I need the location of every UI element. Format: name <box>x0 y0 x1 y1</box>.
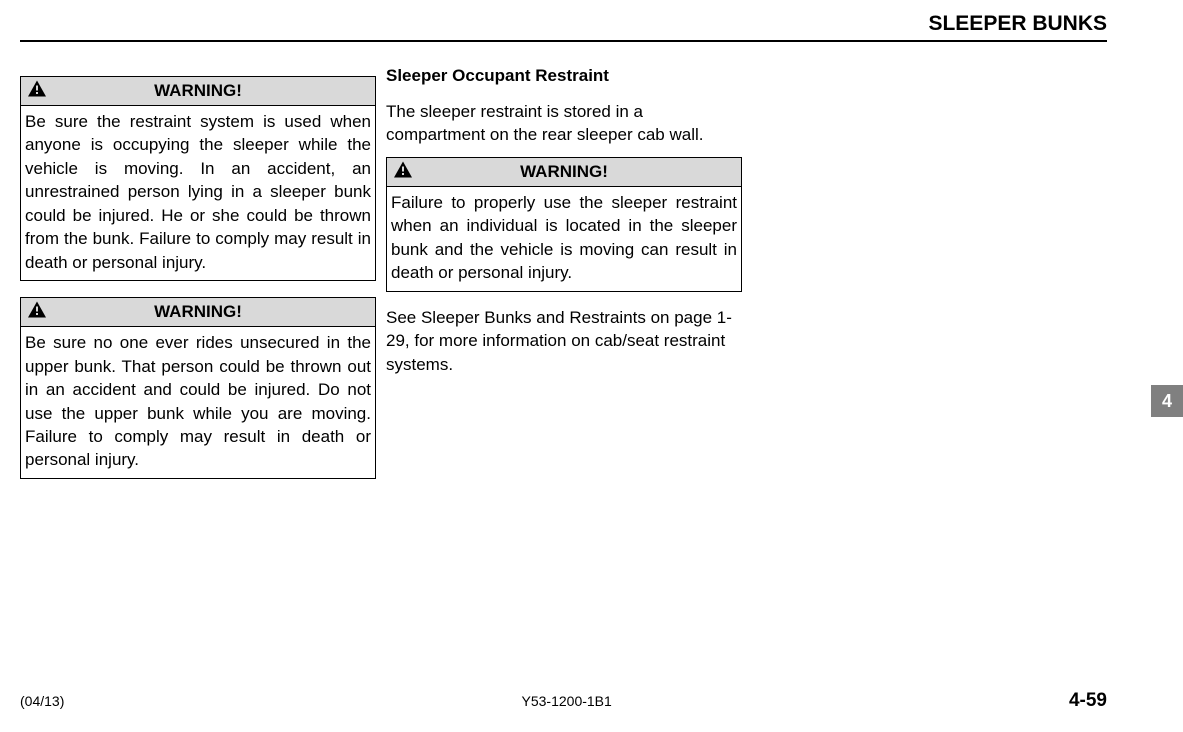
paragraph: See Sleeper Bunks and Restraints on page… <box>386 306 742 376</box>
warning-box-2: WARNING! Be sure no one ever rides unsec… <box>20 297 376 479</box>
warning-box-1: WARNING! Be sure the restraint system is… <box>20 76 376 281</box>
warning-body: Be sure the restraint system is used whe… <box>21 106 375 280</box>
column-2: Sleeper Occupant Restraint The sleeper r… <box>386 60 742 479</box>
warning-triangle-icon <box>27 301 47 324</box>
page-footer: (04/13) Y53-1200-1B1 4-59 <box>20 690 1107 712</box>
warning-header: WARNING! <box>387 158 741 187</box>
footer-doc-id: Y53-1200-1B1 <box>522 693 612 709</box>
warning-box-3: WARNING! Failure to properly use the sle… <box>386 157 742 292</box>
paragraph: The sleeper restraint is stored in a com… <box>386 100 742 147</box>
warning-header: WARNING! <box>21 298 375 327</box>
warning-body: Be sure no one ever rides unsecured in t… <box>21 327 375 478</box>
section-heading: Sleeper Occupant Restraint <box>386 66 742 86</box>
warning-header: WARNING! <box>21 77 375 106</box>
footer-date: (04/13) <box>20 693 64 709</box>
column-3 <box>752 60 1108 479</box>
warning-triangle-icon <box>393 160 413 183</box>
chapter-tab: 4 <box>1151 385 1183 417</box>
warning-body: Failure to properly use the sleeper rest… <box>387 187 741 291</box>
warning-label: WARNING! <box>21 302 375 322</box>
page-title: SLEEPER BUNKS <box>928 12 1107 36</box>
warning-label: WARNING! <box>387 162 741 182</box>
page: SLEEPER BUNKS 4 WARNING! Be sure the res… <box>0 0 1183 732</box>
footer-page-number: 4-59 <box>1069 690 1107 712</box>
warning-label: WARNING! <box>21 81 375 101</box>
header-rule <box>20 40 1107 42</box>
content-columns: WARNING! Be sure the restraint system is… <box>20 60 1108 479</box>
column-1: WARNING! Be sure the restraint system is… <box>20 60 376 479</box>
warning-triangle-icon <box>27 80 47 103</box>
